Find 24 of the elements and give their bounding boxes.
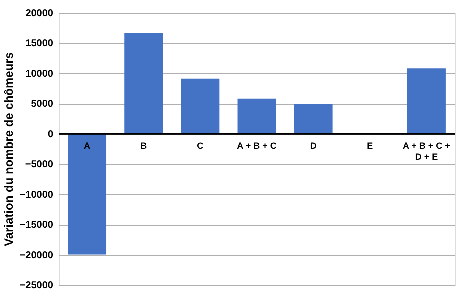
x-tick-label: C xyxy=(197,140,204,151)
x-tick-label: D xyxy=(310,140,318,151)
bar xyxy=(238,98,276,134)
y-tick-label: 5000 xyxy=(31,99,54,110)
y-tick-label: 10000 xyxy=(26,68,54,80)
y-tick-label: −20000 xyxy=(20,250,54,262)
y-tick-label: −10000 xyxy=(20,190,54,201)
y-tick-label: −5000 xyxy=(25,160,54,171)
y-tick-label: −15000 xyxy=(20,220,54,232)
y-tick-label: 0 xyxy=(48,129,54,140)
x-tick-label: A xyxy=(84,140,92,151)
bar xyxy=(124,32,164,134)
bar xyxy=(294,104,333,134)
x-tick-label: B xyxy=(140,140,148,151)
y-tick-label: 15000 xyxy=(26,38,54,50)
bar xyxy=(407,68,446,134)
bar xyxy=(68,134,107,255)
y-axis-title: Variation du nombre de chômeurs xyxy=(2,52,16,247)
y-tick-label: −25000 xyxy=(20,280,54,292)
bar xyxy=(181,78,220,134)
x-tick-label: A + B + C xyxy=(237,140,278,151)
x-tick-label: E xyxy=(367,140,374,151)
y-tick-label: 20000 xyxy=(26,8,54,20)
x-tick-label: A + B + C + D + E xyxy=(402,140,450,162)
